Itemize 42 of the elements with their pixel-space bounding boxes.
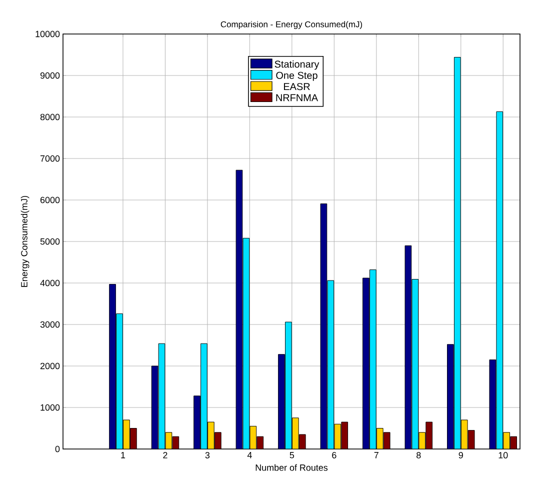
x-tick-label: 1 — [121, 452, 126, 458]
bar — [426, 422, 433, 449]
y-tick-label: 8000 — [40, 114, 60, 120]
x-tick-label: 5 — [290, 452, 294, 458]
bar — [278, 354, 285, 449]
x-tick-label: 9 — [458, 452, 463, 458]
legend-label: EASR — [284, 83, 310, 90]
bar — [370, 270, 376, 449]
bar — [130, 428, 137, 449]
x-tick-label: 2 — [163, 452, 168, 458]
y-tick-label: 1000 — [40, 404, 60, 411]
bar — [285, 322, 292, 449]
y-tick-label: 7000 — [40, 155, 60, 162]
y-tick-label: 2000 — [40, 362, 60, 370]
y-tick-label: 10000 — [36, 30, 60, 38]
legend-label: Stationary — [274, 60, 320, 70]
y-tick-label: 0 — [55, 446, 60, 452]
bar — [116, 313, 123, 449]
y-tick-label: 6000 — [40, 196, 60, 204]
bar — [292, 418, 299, 449]
y-axis-title: Energy Consumed(mJ) — [20, 196, 30, 287]
legend-label: NRFNMA — [276, 94, 318, 102]
bar — [362, 278, 370, 449]
bar — [194, 396, 200, 449]
x-tick-label: 3 — [205, 452, 210, 458]
y-tick-label: 3000 — [40, 321, 60, 328]
x-tick-label: 8 — [416, 452, 421, 458]
x-tick-label: 10 — [498, 452, 508, 458]
y-tick-label: 4000 — [40, 280, 60, 286]
y-tick-label: 9000 — [40, 72, 60, 79]
bar — [447, 344, 454, 449]
bar — [200, 343, 208, 449]
x-tick-label: 7 — [374, 452, 378, 458]
bar — [123, 420, 130, 449]
x-tick-label: 4 — [247, 452, 252, 458]
x-axis-title: Number of Routes — [256, 464, 328, 471]
bar — [109, 284, 116, 449]
legend-label: One Step — [276, 72, 318, 81]
y-tick-label: 5000 — [40, 238, 60, 245]
chart-title: Comparision - Energy Consumed(mJ) — [220, 21, 362, 29]
x-tick-label: 6 — [332, 452, 336, 458]
bar — [208, 422, 214, 449]
